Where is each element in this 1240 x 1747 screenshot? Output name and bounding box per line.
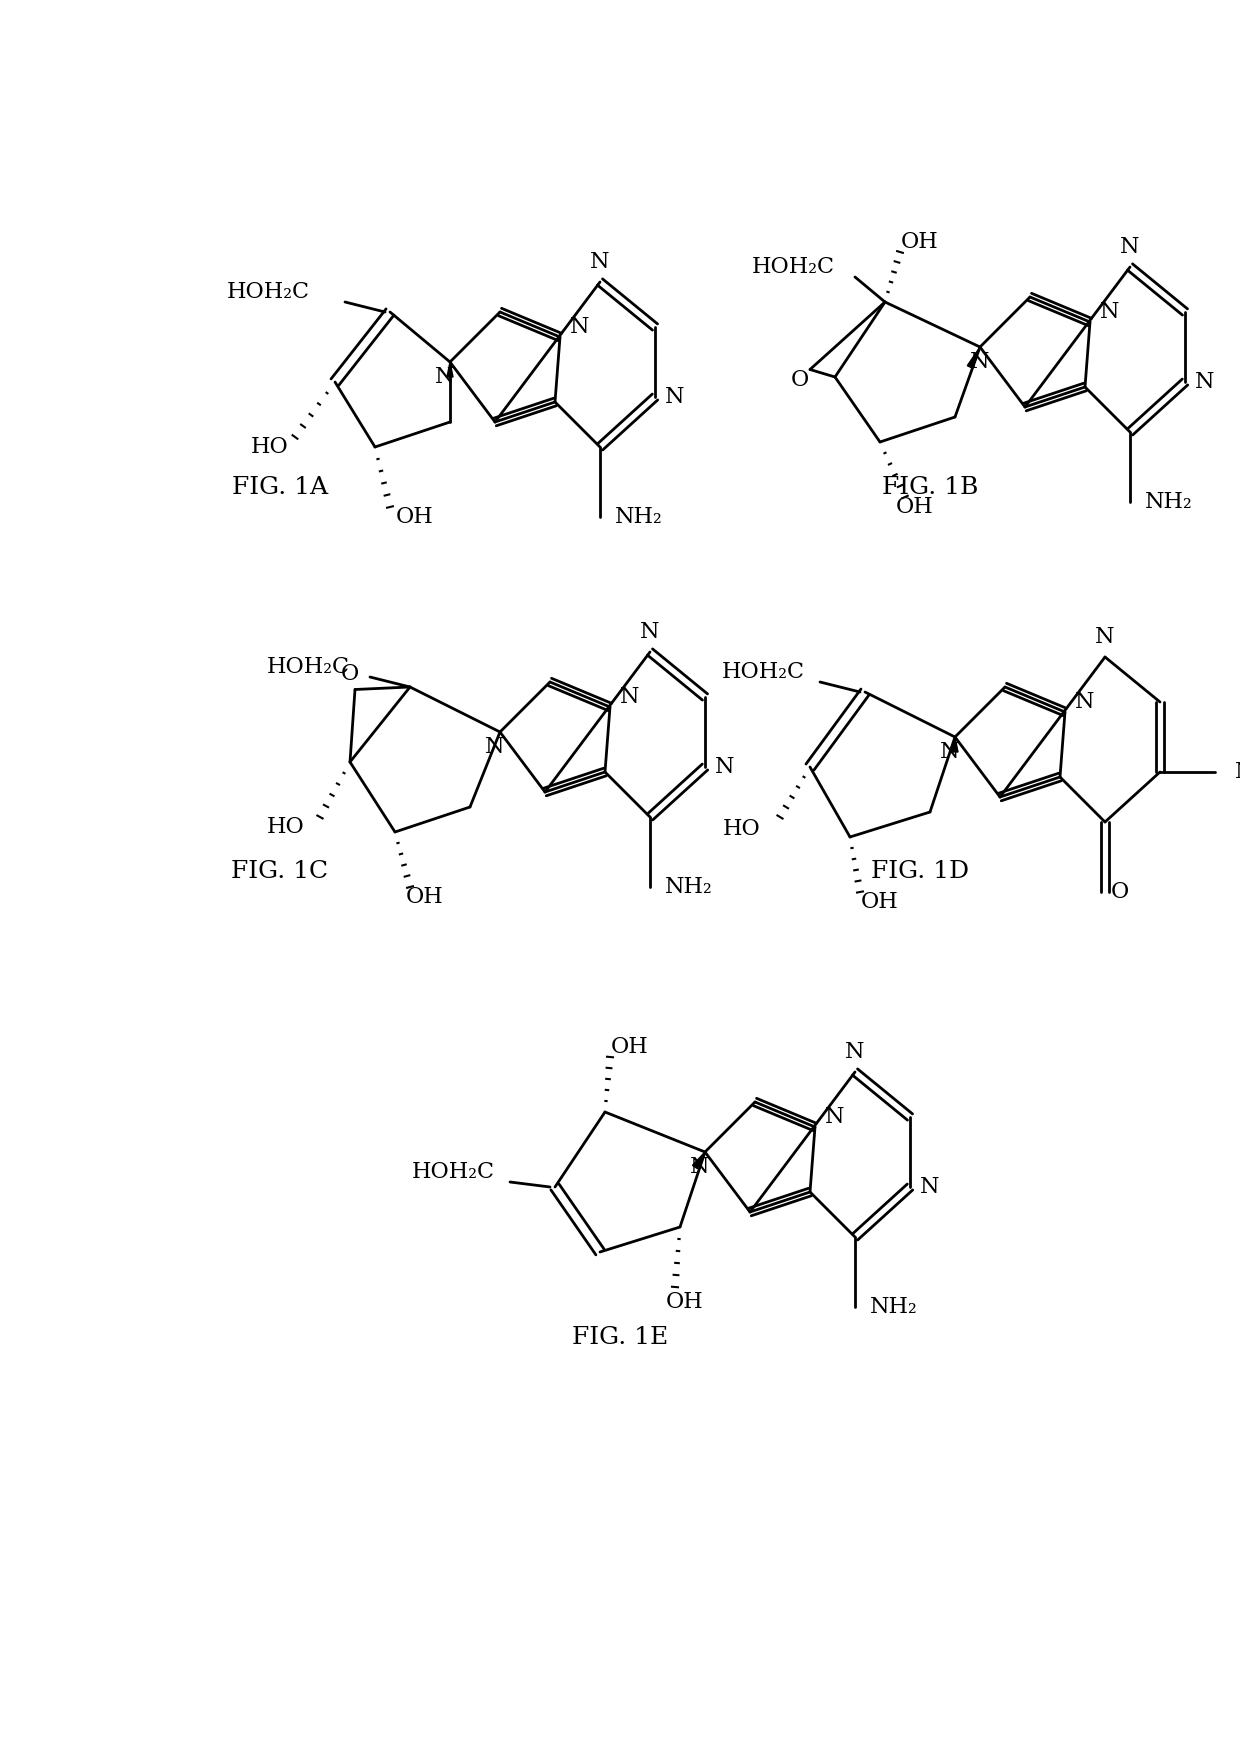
Polygon shape bbox=[692, 1151, 706, 1169]
Text: OH: OH bbox=[861, 891, 899, 914]
Text: N: N bbox=[846, 1041, 864, 1062]
Text: N: N bbox=[1195, 370, 1215, 393]
Text: NH₂: NH₂ bbox=[1145, 491, 1193, 514]
Polygon shape bbox=[446, 362, 453, 377]
Text: N: N bbox=[1095, 625, 1115, 648]
Text: N: N bbox=[665, 386, 684, 409]
Text: OH: OH bbox=[407, 886, 444, 908]
Text: N: N bbox=[485, 735, 505, 758]
Text: NH: NH bbox=[1235, 762, 1240, 783]
Text: N: N bbox=[590, 252, 610, 273]
Text: HOH₂C: HOH₂C bbox=[227, 281, 310, 302]
Text: N: N bbox=[970, 351, 990, 374]
Text: N: N bbox=[715, 756, 735, 777]
Text: NH₂: NH₂ bbox=[615, 507, 662, 528]
Text: O: O bbox=[1111, 880, 1130, 903]
Text: N: N bbox=[570, 316, 590, 337]
Text: HO: HO bbox=[268, 816, 305, 839]
Text: NH₂: NH₂ bbox=[665, 875, 713, 898]
Text: OH: OH bbox=[666, 1291, 704, 1314]
Polygon shape bbox=[952, 737, 959, 751]
Text: HOH₂C: HOH₂C bbox=[412, 1162, 495, 1183]
Text: NH₂: NH₂ bbox=[870, 1296, 918, 1317]
Text: N: N bbox=[691, 1157, 709, 1177]
Text: FIG. 1E: FIG. 1E bbox=[572, 1326, 668, 1349]
Text: HO: HO bbox=[722, 818, 760, 840]
Text: N: N bbox=[1075, 692, 1095, 713]
Text: FIG. 1A: FIG. 1A bbox=[232, 475, 329, 498]
Text: N: N bbox=[826, 1106, 844, 1129]
Text: N: N bbox=[1120, 236, 1140, 259]
Text: OH: OH bbox=[396, 507, 434, 528]
Text: O: O bbox=[341, 664, 360, 685]
Text: FIG. 1B: FIG. 1B bbox=[882, 475, 978, 498]
Text: N: N bbox=[640, 620, 660, 643]
Text: OH: OH bbox=[897, 496, 934, 519]
Polygon shape bbox=[967, 348, 980, 369]
Text: N: N bbox=[435, 367, 455, 388]
Text: HOH₂C: HOH₂C bbox=[267, 657, 350, 678]
Text: FIG. 1D: FIG. 1D bbox=[870, 861, 970, 884]
Text: N: N bbox=[620, 687, 640, 708]
Text: HOH₂C: HOH₂C bbox=[751, 257, 835, 278]
Text: N: N bbox=[1100, 300, 1120, 323]
Text: HO: HO bbox=[252, 437, 289, 458]
Text: O: O bbox=[791, 369, 810, 391]
Text: OH: OH bbox=[901, 231, 939, 253]
Text: FIG. 1C: FIG. 1C bbox=[232, 861, 329, 884]
Text: N: N bbox=[940, 741, 960, 763]
Text: HOH₂C: HOH₂C bbox=[722, 660, 805, 683]
Text: OH: OH bbox=[611, 1036, 649, 1059]
Text: N: N bbox=[920, 1176, 940, 1198]
